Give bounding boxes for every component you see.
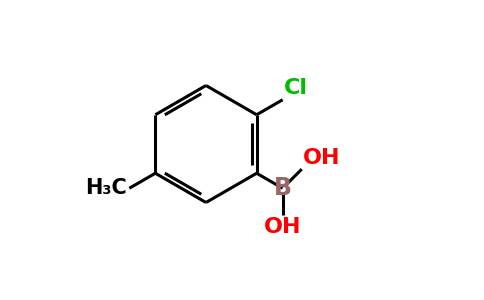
Text: OH: OH (264, 217, 302, 237)
Text: Cl: Cl (284, 78, 308, 98)
Text: H₃C: H₃C (85, 178, 127, 198)
Text: B: B (273, 176, 292, 200)
Text: OH: OH (303, 148, 341, 168)
